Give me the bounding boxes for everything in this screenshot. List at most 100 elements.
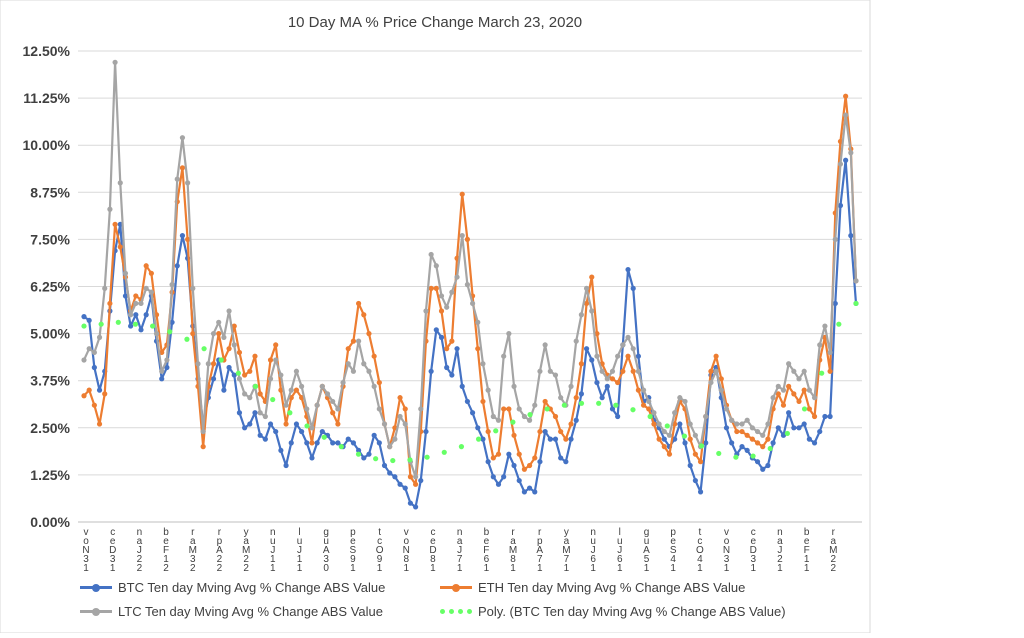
x-tick-label: 2 [243, 563, 249, 574]
legend-item-ltc[interactable]: LTC Ten day Mving Avg % Change ABS Value [80, 604, 383, 619]
x-tick-label: r [511, 527, 515, 538]
eth-point [81, 393, 87, 399]
eth-point [117, 244, 123, 250]
x-tick-label: r [832, 527, 836, 538]
x-tick-label: 9 [377, 554, 383, 565]
eth-point [107, 300, 113, 307]
btc-point [138, 327, 144, 333]
ltc-point [547, 368, 553, 374]
ltc-point [356, 338, 362, 344]
btc-point [428, 368, 434, 374]
eth-point [563, 436, 569, 442]
ltc-point [822, 323, 828, 329]
ltc-point [340, 379, 346, 386]
btc-point [210, 376, 217, 382]
btc-point [392, 474, 398, 480]
ltc-point [729, 417, 735, 423]
btc-point [495, 481, 502, 487]
poly-trendline-dot [355, 451, 362, 457]
x-tick-label: F [163, 545, 169, 556]
eth-point [775, 391, 781, 397]
eth-point [361, 312, 367, 318]
ltc-point [185, 180, 191, 186]
x-tick-label: u [323, 536, 329, 547]
ltc-point [433, 263, 439, 269]
ltc-point [304, 406, 310, 412]
eth-point [516, 451, 522, 457]
x-tick-label: b [163, 527, 169, 538]
x-tick-label: D [429, 545, 436, 556]
ltc-point [96, 334, 103, 340]
poly-trendline-dot [527, 412, 533, 418]
x-tick-label: 1 [697, 563, 703, 574]
eth-point [697, 459, 704, 465]
x-tick-label: O [376, 545, 384, 556]
x-tick-label: 3 [83, 554, 89, 565]
btc-point [345, 436, 351, 442]
eth-point [521, 466, 528, 472]
ltc-point [744, 417, 750, 423]
eth-point [438, 308, 445, 314]
legend-item-poly[interactable]: Poly. (BTC Ten day Mving Avg % Change AB… [440, 604, 786, 619]
poly-trendline-dot [801, 406, 808, 412]
btc-point [770, 440, 776, 446]
eth-point [630, 368, 636, 374]
eth-point [687, 436, 693, 442]
y-tick-label: 6.25% [30, 279, 70, 295]
btc-point [765, 462, 771, 469]
ltc-point [128, 312, 134, 318]
btc-line [83, 159, 858, 509]
btc-point [433, 327, 439, 333]
btc-point [568, 436, 574, 442]
eth-point [811, 413, 818, 420]
x-tick-label: M [189, 545, 197, 556]
eth-point [433, 285, 439, 291]
legend-item-btc[interactable]: BTC Ten day Mving Avg % Change ABS Value [80, 580, 385, 595]
x-tick-label: 8 [430, 554, 436, 565]
poly-trendline-dot [664, 423, 670, 429]
poly-trendline-dot [853, 300, 859, 307]
eth-point [843, 93, 849, 99]
ltc-point [335, 406, 341, 412]
btc-point [283, 462, 289, 469]
ltc-point [397, 413, 403, 420]
y-tick-label: 3.75% [30, 373, 70, 389]
poly-trendline-dot [201, 346, 207, 352]
poly-trendline-dot [132, 321, 139, 327]
ltc-point [677, 395, 683, 401]
poly-trendline-dot [630, 407, 636, 413]
legend-item-eth[interactable]: ETH Ten day Mving Avg % Change ABS Value [440, 580, 745, 595]
x-tick-label: S [670, 545, 677, 556]
y-tick-label: 12.50% [23, 43, 71, 59]
poly-legend-swatch [440, 609, 472, 614]
ltc-point [760, 432, 766, 438]
eth-point [495, 451, 502, 457]
ltc-point [236, 376, 243, 382]
btc-point [589, 357, 595, 363]
eth-point [506, 406, 512, 412]
y-tick-label: 11.25% [23, 90, 70, 106]
btc-point [796, 425, 802, 431]
ltc-point [138, 300, 144, 307]
btc-point [501, 474, 507, 480]
btc-point [827, 413, 833, 420]
poly-trendline-dot [767, 445, 773, 452]
eth-point [412, 481, 419, 487]
ltc-point [837, 161, 844, 167]
x-tick-label: J [617, 545, 622, 556]
x-tick-label: n [270, 527, 276, 538]
x-tick-label: J [777, 545, 782, 556]
ltc-point [848, 150, 854, 156]
eth-point [537, 428, 543, 435]
btc-point [604, 383, 610, 389]
eth-point [485, 428, 491, 435]
ltc-point [418, 406, 424, 412]
eth-point [102, 391, 108, 397]
x-tick-label: F [804, 545, 810, 556]
btc-point [687, 462, 693, 469]
ltc-point [749, 425, 755, 431]
eth-point [552, 413, 559, 420]
x-tick-label: N [723, 545, 730, 556]
ltc-point [91, 349, 97, 356]
